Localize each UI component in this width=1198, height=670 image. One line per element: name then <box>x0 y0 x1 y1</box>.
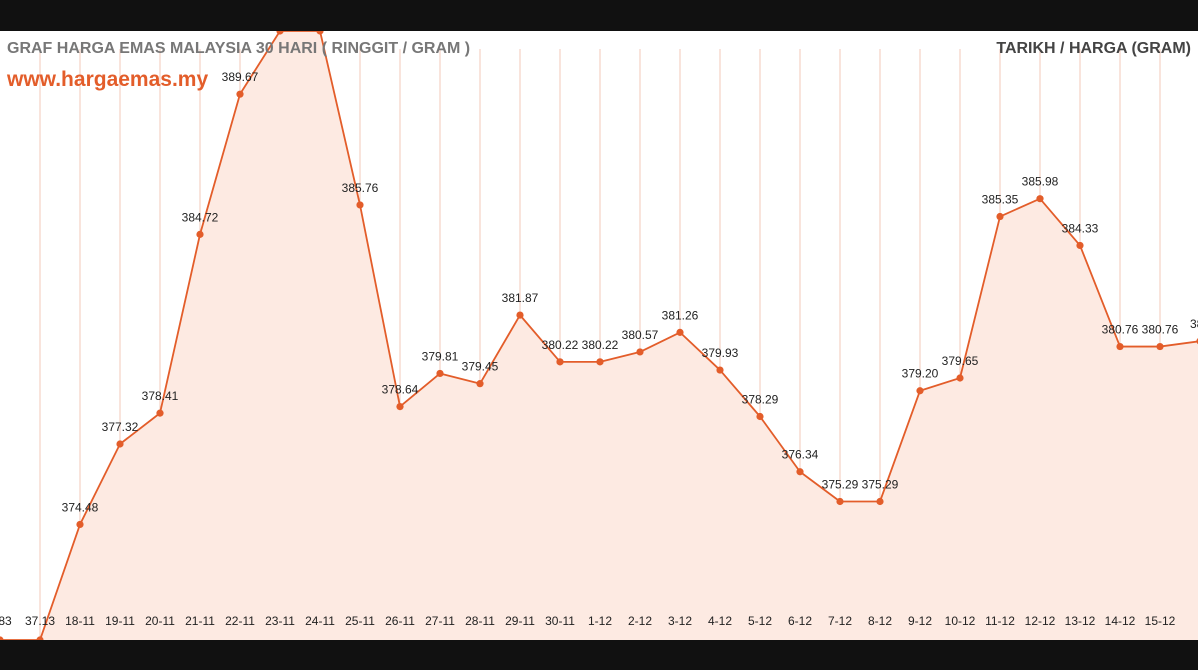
data-label: 374.48 <box>62 500 99 514</box>
data-point <box>836 497 844 506</box>
data-label: 379.20 <box>902 367 939 381</box>
x-tick-label: 26-11 <box>385 614 415 628</box>
x-tick-labels: 9.83 37.13 18-11 19-11 20-11 21-11 22-11 23-11 2… <box>0 614 1176 628</box>
website-label: www.hargaemas.my <box>7 68 209 91</box>
data-point <box>716 366 724 374</box>
data-labels: 374.48 377.32 378.41 384.72 389.67 385.76 378.… <box>62 70 1198 514</box>
data-point <box>156 409 164 417</box>
data-point <box>676 328 684 336</box>
data-label: 381.26 <box>662 308 699 322</box>
chart-title: GRAF HARGA EMAS MALAYSIA 30 HARI ( RINGG… <box>7 40 471 57</box>
data-label: 378.41 <box>142 389 179 403</box>
data-label: 379.45 <box>462 360 499 374</box>
data-point <box>596 358 604 366</box>
data-label: 385.98 <box>1022 175 1059 189</box>
area-fill <box>0 31 1198 640</box>
data-label: 380.57 <box>622 328 659 342</box>
data-label: 384.72 <box>182 210 219 224</box>
data-point <box>356 201 364 209</box>
data-label: 377.32 <box>102 420 139 434</box>
data-point <box>1036 195 1044 203</box>
x-tick-label: 12-12 <box>1025 614 1056 628</box>
data-point <box>796 468 804 476</box>
x-tick-label: 25-11 <box>345 614 375 628</box>
legend-label: TARIKH / HARGA (GRAM) <box>996 40 1191 57</box>
data-point <box>1116 342 1124 351</box>
data-label: 381.87 <box>502 291 539 305</box>
x-tick-label: 9-12 <box>908 614 932 628</box>
data-point <box>556 358 564 366</box>
x-tick-label: 10-12 <box>945 614 976 628</box>
data-point <box>916 387 924 395</box>
x-tick-label: 13-12 <box>1065 614 1096 628</box>
x-tick-label: 37.13 <box>25 614 55 628</box>
gold-price-chart: 374.48 377.32 378.41 384.72 389.67 385.76 378.… <box>0 31 1198 640</box>
x-tick-label: 8-12 <box>868 614 892 628</box>
x-tick-label: 24-11 <box>305 614 335 628</box>
x-tick-label: 27-11 <box>425 614 455 628</box>
data-point <box>76 520 84 529</box>
data-point <box>636 348 644 356</box>
x-tick-label: 21-11 <box>185 614 215 628</box>
x-tick-label: 19-11 <box>105 614 135 628</box>
data-label: 389.67 <box>222 70 259 84</box>
data-label: 385.76 <box>342 181 379 195</box>
data-point <box>1076 241 1084 250</box>
data-label: 379.93 <box>702 346 739 360</box>
x-tick-label: 23-11 <box>265 614 295 628</box>
data-point <box>116 440 124 448</box>
x-tick-label: 9.83 <box>0 614 12 628</box>
data-label: 380 <box>1190 317 1198 331</box>
x-tick-label: 30-11 <box>545 614 575 628</box>
data-point <box>996 212 1004 221</box>
data-label: 385.35 <box>982 193 1019 207</box>
data-label: 375.29 <box>822 477 859 491</box>
data-label: 376.34 <box>782 448 819 462</box>
x-tick-label: 1-12 <box>588 614 612 628</box>
data-label: 380.76 <box>1142 323 1179 337</box>
data-label: 384.33 <box>1062 221 1099 235</box>
data-label: 380.22 <box>542 338 579 352</box>
data-point <box>756 412 764 421</box>
x-tick-label: 7-12 <box>828 614 852 628</box>
data-point <box>196 230 204 238</box>
data-label: 378.64 <box>382 383 419 397</box>
x-tick-label: 29-11 <box>505 614 535 628</box>
data-point <box>276 31 284 35</box>
x-tick-label: 4-12 <box>708 614 732 628</box>
data-points <box>0 31 1198 640</box>
data-label: 379.81 <box>422 349 459 363</box>
chart-panel: 374.48 377.32 378.41 384.72 389.67 385.76 378.… <box>0 31 1198 640</box>
x-tick-label: 5-12 <box>748 614 772 628</box>
x-tick-label: 28-11 <box>465 614 495 628</box>
data-label: 378.29 <box>742 393 779 407</box>
x-tick-label: 11-12 <box>985 614 1015 628</box>
x-tick-label: 15-12 <box>1145 614 1176 628</box>
data-label: 380.22 <box>582 338 619 352</box>
x-tick-label: 20-11 <box>145 614 175 628</box>
data-point <box>36 636 44 640</box>
data-point <box>476 380 484 388</box>
x-tick-label: 2-12 <box>628 614 652 628</box>
data-point <box>0 636 4 640</box>
data-point <box>396 402 404 411</box>
data-label: 379.65 <box>942 354 979 368</box>
area-fill-group <box>0 31 1198 640</box>
data-point <box>436 369 444 378</box>
data-point <box>876 497 884 506</box>
x-tick-label: 14-12 <box>1105 614 1136 628</box>
data-point <box>956 374 964 382</box>
data-label: 375.29 <box>862 477 899 491</box>
x-tick-label: 18-11 <box>65 614 95 628</box>
data-label: 380.76 <box>1102 323 1139 337</box>
data-point <box>516 311 524 319</box>
x-tick-label: 6-12 <box>788 614 812 628</box>
data-point <box>236 90 244 98</box>
data-point <box>316 31 324 35</box>
x-tick-label: 22-11 <box>225 614 255 628</box>
x-tick-label: 3-12 <box>668 614 692 628</box>
data-point <box>1156 342 1164 351</box>
